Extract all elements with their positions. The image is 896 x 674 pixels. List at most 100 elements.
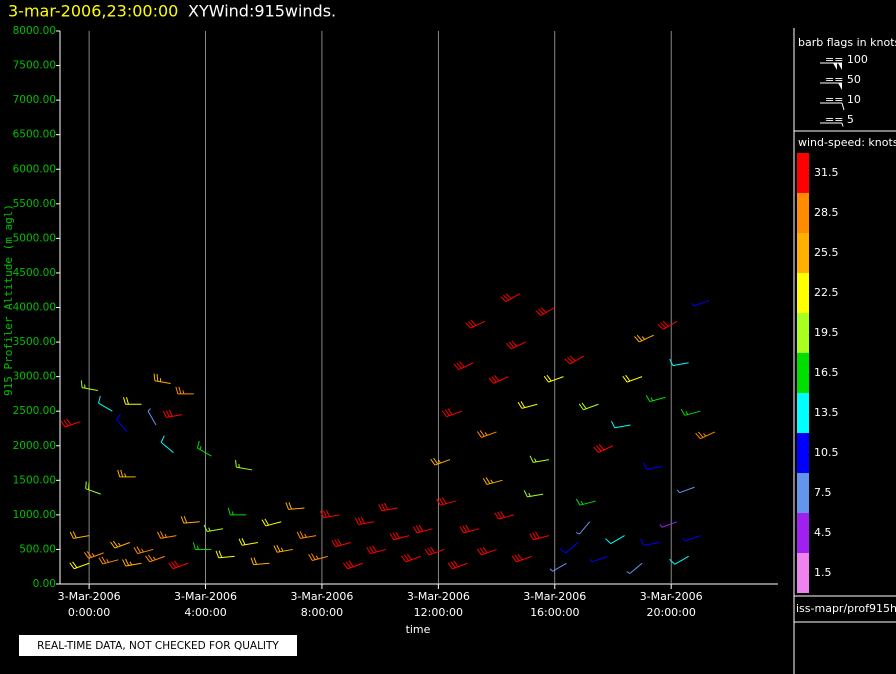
wind-barb-staff (227, 507, 247, 516)
wind-barb-staff (634, 334, 654, 343)
y-tick-label: 5500.00 (13, 198, 56, 210)
x-tick-date: 3-Mar-2006 (174, 590, 237, 603)
colorbar-segment (797, 553, 809, 593)
wind-barb (669, 555, 689, 565)
wind-barb (162, 409, 183, 418)
wind-barb-staff (192, 542, 212, 550)
wind-barb-staff (511, 553, 532, 563)
colorbar-segment (797, 153, 809, 193)
wind-barb-staff (80, 380, 98, 391)
y-tick-label: 500.00 (19, 543, 56, 555)
wind-barb-staff (669, 555, 689, 565)
legend-label: == 5 (825, 113, 854, 126)
wind-barb (559, 542, 579, 554)
wind-barb (645, 395, 666, 402)
colorbar-segment (797, 273, 809, 313)
wind-barb (196, 440, 212, 457)
wind-barb-staff (622, 374, 643, 383)
wind-barb (147, 408, 157, 426)
wind-barb (669, 358, 689, 367)
x-tick-date: 3-Mar-2006 (58, 590, 121, 603)
legend-barb (820, 82, 842, 90)
wind-barb (657, 320, 678, 330)
wind-barb-staff (578, 402, 599, 411)
colorbar-label: 1.5 (814, 566, 832, 579)
wind-barb-staff (69, 531, 90, 539)
wind-barb-staff (459, 524, 480, 534)
wind-barb (578, 402, 599, 411)
wind-barb (430, 457, 451, 466)
legend-barb (820, 62, 842, 70)
wind-barb-staff (640, 538, 660, 546)
wind-barb-staff (203, 524, 224, 532)
wind-barb-staff (285, 502, 305, 510)
wind-barb-staff (424, 546, 445, 556)
wind-barb (366, 545, 387, 555)
colorbar-label: 4.5 (814, 526, 832, 539)
y-tick-label: 7500.00 (13, 60, 56, 72)
y-tick-label: 6500.00 (13, 129, 56, 141)
wind-barb (389, 531, 410, 541)
legend-label: == 50 (825, 73, 861, 86)
wind-barb (110, 540, 131, 549)
x-tick-date: 3-Mar-2006 (640, 590, 703, 603)
wind-barb (85, 481, 101, 495)
colorbar-segment (797, 473, 809, 513)
wind-barb-staff (659, 521, 678, 528)
y-tick-label: 5000.00 (13, 232, 56, 244)
wind-barb-staff (342, 560, 363, 570)
wind-barb-staff (116, 413, 128, 433)
wind-barb (123, 397, 142, 405)
wind-barb (60, 418, 81, 428)
legend-barb-shaft (820, 122, 844, 127)
wind-barb (342, 560, 363, 570)
wind-barb-staff (543, 374, 564, 383)
footer-note: REAL-TIME DATA, NOT CHECKED FOR QUALITY (37, 640, 279, 652)
wind-barb-staff (506, 340, 526, 350)
wind-barb-staff (605, 535, 625, 545)
y-tick-label: 1500.00 (13, 474, 56, 486)
wind-barb-staff (157, 531, 177, 539)
wind-barb (682, 535, 701, 542)
y-tick-label: 4500.00 (13, 267, 56, 279)
y-tick-label: 7000.00 (13, 94, 56, 106)
wind-barb (593, 444, 614, 453)
wind-barb-staff (500, 293, 521, 303)
wind-barb-staff (465, 319, 486, 329)
wind-barb (235, 459, 253, 471)
y-tick-label: 3000.00 (13, 371, 56, 383)
wind-barb (401, 553, 422, 563)
wind-barb (575, 521, 591, 535)
wind-barb (168, 560, 189, 570)
wind-barb (611, 421, 631, 429)
colorbar-label: 28.5 (814, 206, 839, 219)
wind-barb-staff (60, 418, 81, 428)
wind-barb-staff (447, 560, 468, 570)
wind-barb-staff (575, 521, 591, 535)
wind-barb-staff (117, 469, 136, 478)
wind-barb-staff (669, 358, 689, 367)
wind-barb-staff (296, 531, 317, 539)
wind-barb-staff (593, 444, 614, 453)
wind-barb-staff (564, 355, 585, 365)
wind-barb (543, 374, 564, 383)
wind-barb-staff (441, 408, 462, 418)
wind-barb-staff (401, 553, 422, 563)
y-tick-label: 1000.00 (13, 509, 56, 521)
wind-barb (175, 386, 194, 395)
wind-barb (69, 531, 90, 539)
legend-barb-flag (833, 63, 837, 70)
wind-barb-staff (261, 518, 282, 527)
x-tick-label: 12:00:00 (414, 606, 463, 619)
x-tick-label: 20:00:00 (646, 606, 695, 619)
legend-barb (820, 102, 845, 111)
legend-barb-shaft (820, 102, 845, 111)
wind-barb-staff (133, 546, 154, 555)
wind-barb (308, 553, 328, 561)
wind-barb-staff (389, 531, 410, 541)
wind-barb-staff (354, 516, 375, 526)
x-tick-date: 3-Mar-2006 (407, 590, 470, 603)
wind-barb (447, 560, 468, 570)
